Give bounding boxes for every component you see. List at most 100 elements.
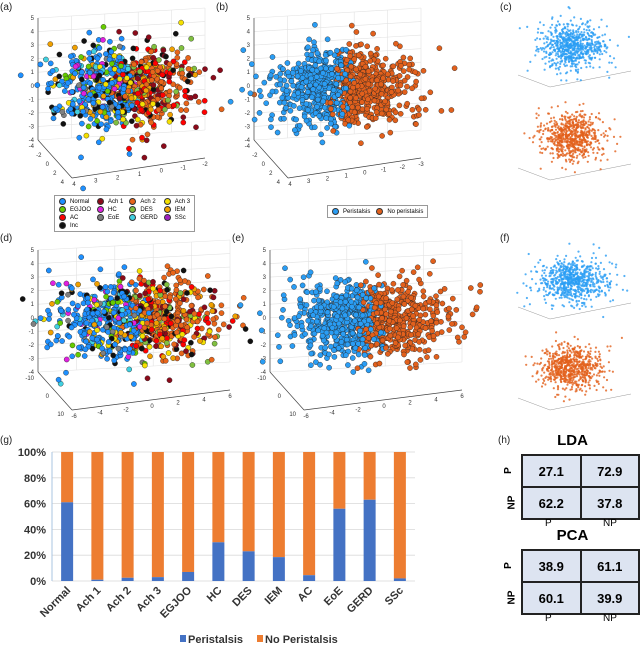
data-point (329, 71, 335, 77)
data-point (586, 125, 589, 128)
data-point (564, 48, 567, 51)
data-point (560, 122, 563, 125)
data-point (76, 344, 82, 351)
z-tick-label: 3 (263, 275, 267, 281)
data-point (100, 37, 106, 43)
data-point (85, 299, 91, 306)
data-point (69, 89, 75, 95)
data-point (170, 355, 176, 361)
data-point (543, 124, 546, 127)
x-tick-label: 2 (326, 176, 330, 182)
data-point (556, 20, 560, 23)
data-point (420, 68, 427, 74)
data-point (164, 335, 170, 341)
gridline (253, 7, 422, 19)
data-point (546, 145, 549, 148)
data-point (540, 136, 543, 139)
data-point (109, 328, 116, 335)
z-tick-label: 5 (31, 16, 35, 22)
data-point (578, 136, 581, 139)
z-tick-label: 0 (31, 316, 35, 322)
data-point (79, 69, 85, 75)
data-point (180, 308, 187, 314)
data-point (568, 128, 571, 131)
data-point (187, 308, 193, 315)
data-point (139, 134, 145, 141)
x-tick-label: 0 (382, 404, 386, 410)
data-point (600, 45, 603, 48)
data-point (97, 108, 104, 115)
z-tick-label: -4 (29, 138, 35, 144)
data-point (194, 325, 201, 332)
data-point (138, 345, 145, 352)
panel-label-d: (d) (0, 233, 13, 244)
data-point (115, 109, 121, 115)
data-point (117, 76, 123, 82)
data-point (206, 328, 213, 335)
data-point (540, 48, 543, 51)
data-point (536, 31, 539, 34)
data-point (118, 63, 124, 69)
data-point (546, 36, 549, 39)
data-point (547, 128, 550, 131)
data-point (396, 273, 403, 280)
data-point (390, 280, 397, 287)
data-point (172, 30, 179, 37)
data-point (76, 98, 83, 104)
data-point (577, 68, 580, 71)
data-point (427, 89, 434, 96)
data-point (562, 40, 565, 43)
data-point (323, 57, 329, 64)
data-point (561, 30, 564, 33)
data-point (75, 303, 81, 309)
data-point (552, 49, 555, 52)
data-point (565, 56, 568, 60)
data-point (554, 26, 557, 29)
data-point (62, 88, 68, 94)
data-point (111, 357, 117, 364)
data-point (220, 321, 227, 328)
data-point (542, 37, 545, 40)
data-point (280, 307, 286, 313)
data-point (589, 121, 592, 124)
data-point (404, 74, 411, 80)
data-point (580, 141, 583, 144)
data-point (477, 282, 484, 288)
data-point (406, 66, 412, 73)
data-point (178, 45, 185, 51)
data-point (242, 326, 249, 332)
data-point (537, 27, 540, 30)
data-point (583, 146, 586, 149)
data-point (122, 346, 128, 353)
data-point (570, 132, 573, 135)
data-point (554, 42, 557, 45)
data-point (177, 277, 183, 284)
data-point (577, 119, 580, 122)
data-point (558, 23, 561, 26)
data-point (549, 26, 552, 29)
data-point (339, 305, 346, 312)
data-point (590, 112, 593, 116)
data-point (63, 369, 69, 376)
data-point (565, 120, 568, 123)
data-point (65, 306, 72, 313)
data-point (570, 135, 573, 138)
data-point (70, 101, 76, 107)
data-point (143, 87, 149, 94)
data-point (335, 92, 341, 98)
data-point (68, 53, 74, 60)
data-point (160, 143, 167, 149)
data-point (158, 79, 165, 85)
data-point (608, 38, 612, 42)
x-tick-label: 4 (72, 182, 76, 188)
y-tick-label: -4 (29, 144, 35, 150)
data-point (582, 102, 585, 105)
data-point (148, 326, 155, 333)
data-point (110, 289, 117, 296)
data-point (215, 326, 222, 333)
data-point (116, 271, 122, 277)
data-point (616, 142, 619, 145)
data-point (545, 55, 548, 58)
data-point (612, 135, 616, 138)
